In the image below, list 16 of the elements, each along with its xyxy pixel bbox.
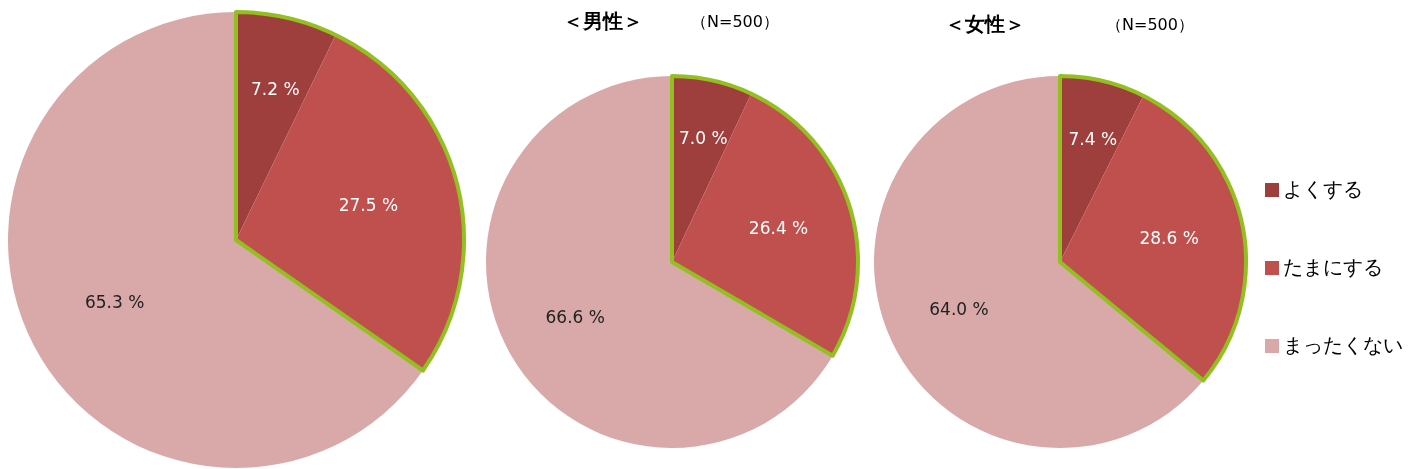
- chart-title: ＜女性＞: [945, 11, 1025, 36]
- data-label: 7.0 %: [678, 128, 728, 149]
- data-label: 28.6 %: [1139, 228, 1199, 249]
- legend-label: たまにする: [1283, 254, 1383, 279]
- chart-subtitle: （N=500）: [691, 11, 779, 31]
- data-label: 26.4 %: [748, 217, 809, 238]
- chart-title: ＜男性＞: [563, 8, 643, 33]
- chart-subtitle: （N=500）: [1106, 14, 1194, 34]
- legend-label: よくする: [1283, 176, 1363, 201]
- data-label: 27.5 %: [338, 194, 399, 215]
- data-label: 65.3 %: [84, 292, 145, 313]
- data-label: 7.4 %: [1068, 128, 1118, 149]
- data-label: 66.6 %: [545, 306, 605, 327]
- legend-label: まったくない: [1283, 332, 1403, 357]
- data-label: 64.0 %: [929, 298, 989, 319]
- data-label: 7.2 %: [250, 79, 300, 100]
